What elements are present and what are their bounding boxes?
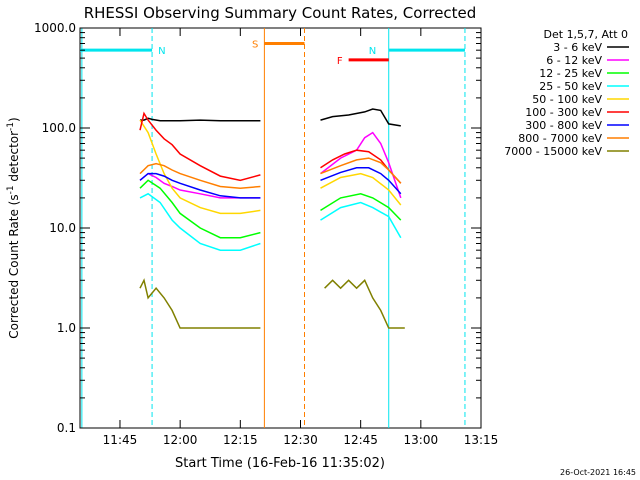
series-line-8-seg-1	[324, 279, 405, 329]
legend-label-2: 12 - 25 keV	[539, 67, 602, 80]
series-line-3-seg-0	[139, 192, 261, 251]
x-tick-label-5: 13:00	[404, 433, 439, 447]
series-line-7-seg-0	[139, 162, 261, 189]
series-line-1-seg-0	[139, 172, 261, 199]
legend-label-7: 800 - 7000 keV	[518, 132, 602, 145]
interval-label-0: N	[158, 46, 165, 57]
legend-label-0: 3 - 6 keV	[553, 41, 602, 54]
y-tick-label-2: 10.0	[49, 221, 76, 235]
y-tick-label-0: 0.1	[57, 421, 76, 435]
x-tick-label-0: 11:45	[103, 433, 138, 447]
legend-header: Det 1,5,7, Att 0	[544, 28, 628, 41]
series-line-4-seg-0	[139, 119, 261, 215]
vertical-markers	[81, 28, 466, 428]
series-line-2-seg-0	[139, 179, 261, 239]
x-tick-label-6: 13:15	[464, 433, 499, 447]
series-line-0-seg-1	[320, 108, 401, 127]
x-tick-label-3: 12:30	[283, 433, 318, 447]
series-line-6-seg-0	[139, 172, 261, 199]
data-series	[139, 108, 405, 329]
x-axis-label: Start Time (16-Feb-16 11:35:02)	[175, 456, 385, 471]
series-line-0-seg-0	[140, 117, 261, 122]
legend-label-8: 7000 - 15000 keV	[504, 145, 602, 158]
legend-label-6: 300 - 800 keV	[525, 119, 602, 132]
series-line-7-seg-1	[320, 157, 402, 184]
interval-bars: N S N F	[80, 39, 465, 67]
x-tick-label-1: 12:00	[163, 433, 198, 447]
x-tick-label-4: 12:45	[343, 433, 378, 447]
y-tick-label-1: 1.0	[57, 321, 76, 335]
legend-label-3: 25 - 50 keV	[539, 80, 602, 93]
series-line-6-seg-1	[320, 167, 402, 195]
legend-label-1: 6 - 12 keV	[546, 54, 602, 67]
series-line-4-seg-1	[320, 172, 402, 206]
series-line-8-seg-0	[139, 278, 261, 329]
y-axis-label: Corrected Count Rate (s-1 detector-1)	[6, 117, 21, 338]
legend-label-5: 100 - 300 keV	[525, 106, 602, 119]
footer-date: 26-Oct-2021 16:45	[560, 468, 636, 477]
chart-title: RHESSI Observing Summary Count Rates, Co…	[84, 4, 477, 22]
legend-label-4: 50 - 100 keV	[532, 93, 602, 106]
series-line-2-seg-1	[320, 193, 402, 221]
x-tick-label-2: 12:15	[223, 433, 258, 447]
series-line-5-seg-0	[139, 111, 261, 182]
y-tick-label-3: 100.0	[42, 121, 76, 135]
series-line-3-seg-1	[320, 201, 402, 239]
plot-frame	[79, 27, 482, 429]
interval-label-2: N	[369, 46, 376, 57]
interval-label-3: F	[337, 56, 343, 67]
interval-label-1: S	[252, 39, 258, 50]
y-tick-label-4: 1000.0	[34, 21, 76, 35]
axis-ticks: 11:45 12:00 12:15 12:30 12:45 13:00 13:15 0.1 1.…	[34, 21, 498, 447]
series-line-1-seg-1	[320, 131, 402, 199]
